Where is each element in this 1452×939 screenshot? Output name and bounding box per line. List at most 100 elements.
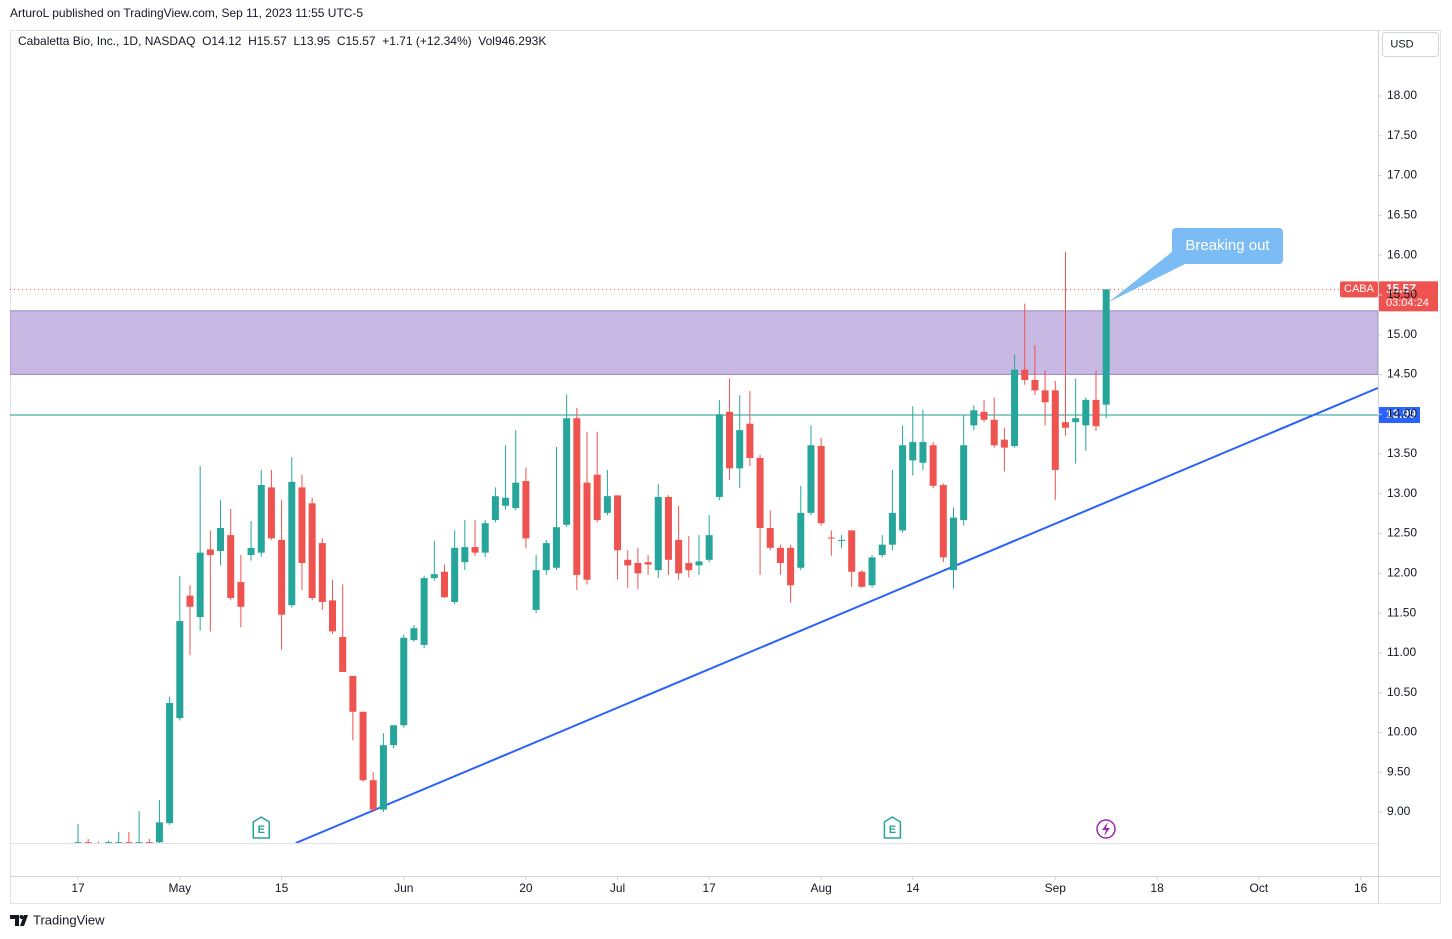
candle-body [909,442,917,461]
candle-body [502,497,510,506]
candle-body [583,482,591,580]
currency-label[interactable]: USD [1390,38,1413,50]
candle-body [74,842,82,843]
candle-body [84,842,92,843]
x-tick-label: Aug [810,881,831,895]
candle-body [308,503,316,598]
callout-box [1172,228,1283,264]
currency-button[interactable] [1382,32,1439,57]
candle-body [227,535,235,598]
y-tick-label: 15.00 [1387,327,1417,341]
candle-body [746,423,754,458]
y-tick-label: 11.50 [1387,605,1416,619]
x-tick-label: 17 [702,881,716,895]
candle-body [858,571,866,587]
candle-body [899,445,907,531]
author-line: ArturoL published on TradingView.com, Se… [10,6,363,20]
candle-body [776,547,784,563]
y-tick-label: 16.50 [1387,208,1417,222]
earnings-label: E [889,824,896,836]
y-tick-label: 13.00 [1387,486,1417,500]
candle-body [939,485,947,558]
candle-body [552,527,560,568]
candle-body [980,411,988,420]
candle-body [807,445,815,513]
candle-body [481,523,489,553]
y-tick-label: 12.50 [1387,526,1417,540]
candle-body [1000,439,1008,448]
callout-text: Breaking out [1185,237,1270,254]
symbol-tag [1340,281,1378,298]
y-tick-label: 17.50 [1387,128,1417,142]
candle-body [166,702,174,824]
footer-logo [10,915,28,926]
candle-body [206,549,214,556]
candle-body [125,842,133,843]
candle-body [461,547,469,563]
candle-body [491,496,499,521]
frame [10,30,1441,904]
candle-body [695,561,703,566]
x-tick-label: Jun [394,881,413,895]
candle-body [430,574,438,579]
candle-body [400,637,408,726]
candle-body [1021,369,1029,381]
y-tick-label: 11.00 [1387,645,1416,659]
candle-body [817,446,825,524]
candle-body [105,842,113,843]
x-tick-label: 14 [906,881,920,895]
trend-line [295,387,1378,843]
candle-body [726,411,734,469]
candle-body [471,547,479,553]
y-tick-label: 16.00 [1387,247,1417,261]
candle-body [614,495,622,551]
candle-body [420,578,428,645]
candle-body [390,725,398,746]
candle-body [237,582,245,607]
lightning-glyph [1102,822,1110,836]
candle-body [440,571,448,598]
x-tick-label: Jul [610,881,625,895]
candle-body [196,552,204,618]
candle-body [1011,369,1019,447]
candle-body [736,430,744,469]
earnings-badge [883,816,902,839]
candle-body [634,562,642,574]
legend: Cabaletta Bio, Inc., 1D, NASDAQ O14.12 H… [18,34,546,48]
candle-body [1041,390,1049,403]
y-tick-label: 9.00 [1387,804,1411,818]
last-price-tag [1379,281,1438,312]
symbol-tag-label: CABA [1344,283,1375,295]
candle-body [1102,289,1110,405]
candle-body [644,562,652,565]
candle-body [827,537,835,539]
footer-brand: TradingView [33,912,105,927]
logo-dot [19,915,24,919]
y-tick-label: 14.50 [1387,367,1417,381]
candle-body [664,496,672,560]
y-tick-label: 10.00 [1387,725,1417,739]
candle-body [1092,399,1100,427]
candle-body [675,539,683,574]
candle-body [970,410,978,426]
candle-body [838,539,846,541]
y-tick-label: 14.00 [1387,406,1417,420]
x-tick-label: Sep [1045,881,1067,895]
earnings-label: E [258,824,265,836]
candle-body [949,517,957,571]
candle-body [1072,418,1080,423]
candle-body [379,745,387,810]
support-tag [1379,407,1420,424]
candle-body [298,487,306,563]
candle-body [797,512,805,568]
support-tag-label: 13.99 [1386,407,1416,421]
y-tick-label: 18.00 [1387,88,1417,102]
candle-body [257,485,265,553]
y-tick-label: 10.50 [1387,685,1417,699]
candle-body [929,445,937,486]
candle-body [654,496,662,571]
callout-pointer [1108,252,1185,303]
candle-body [685,562,693,571]
last-price-label: 15.57 [1386,282,1416,296]
